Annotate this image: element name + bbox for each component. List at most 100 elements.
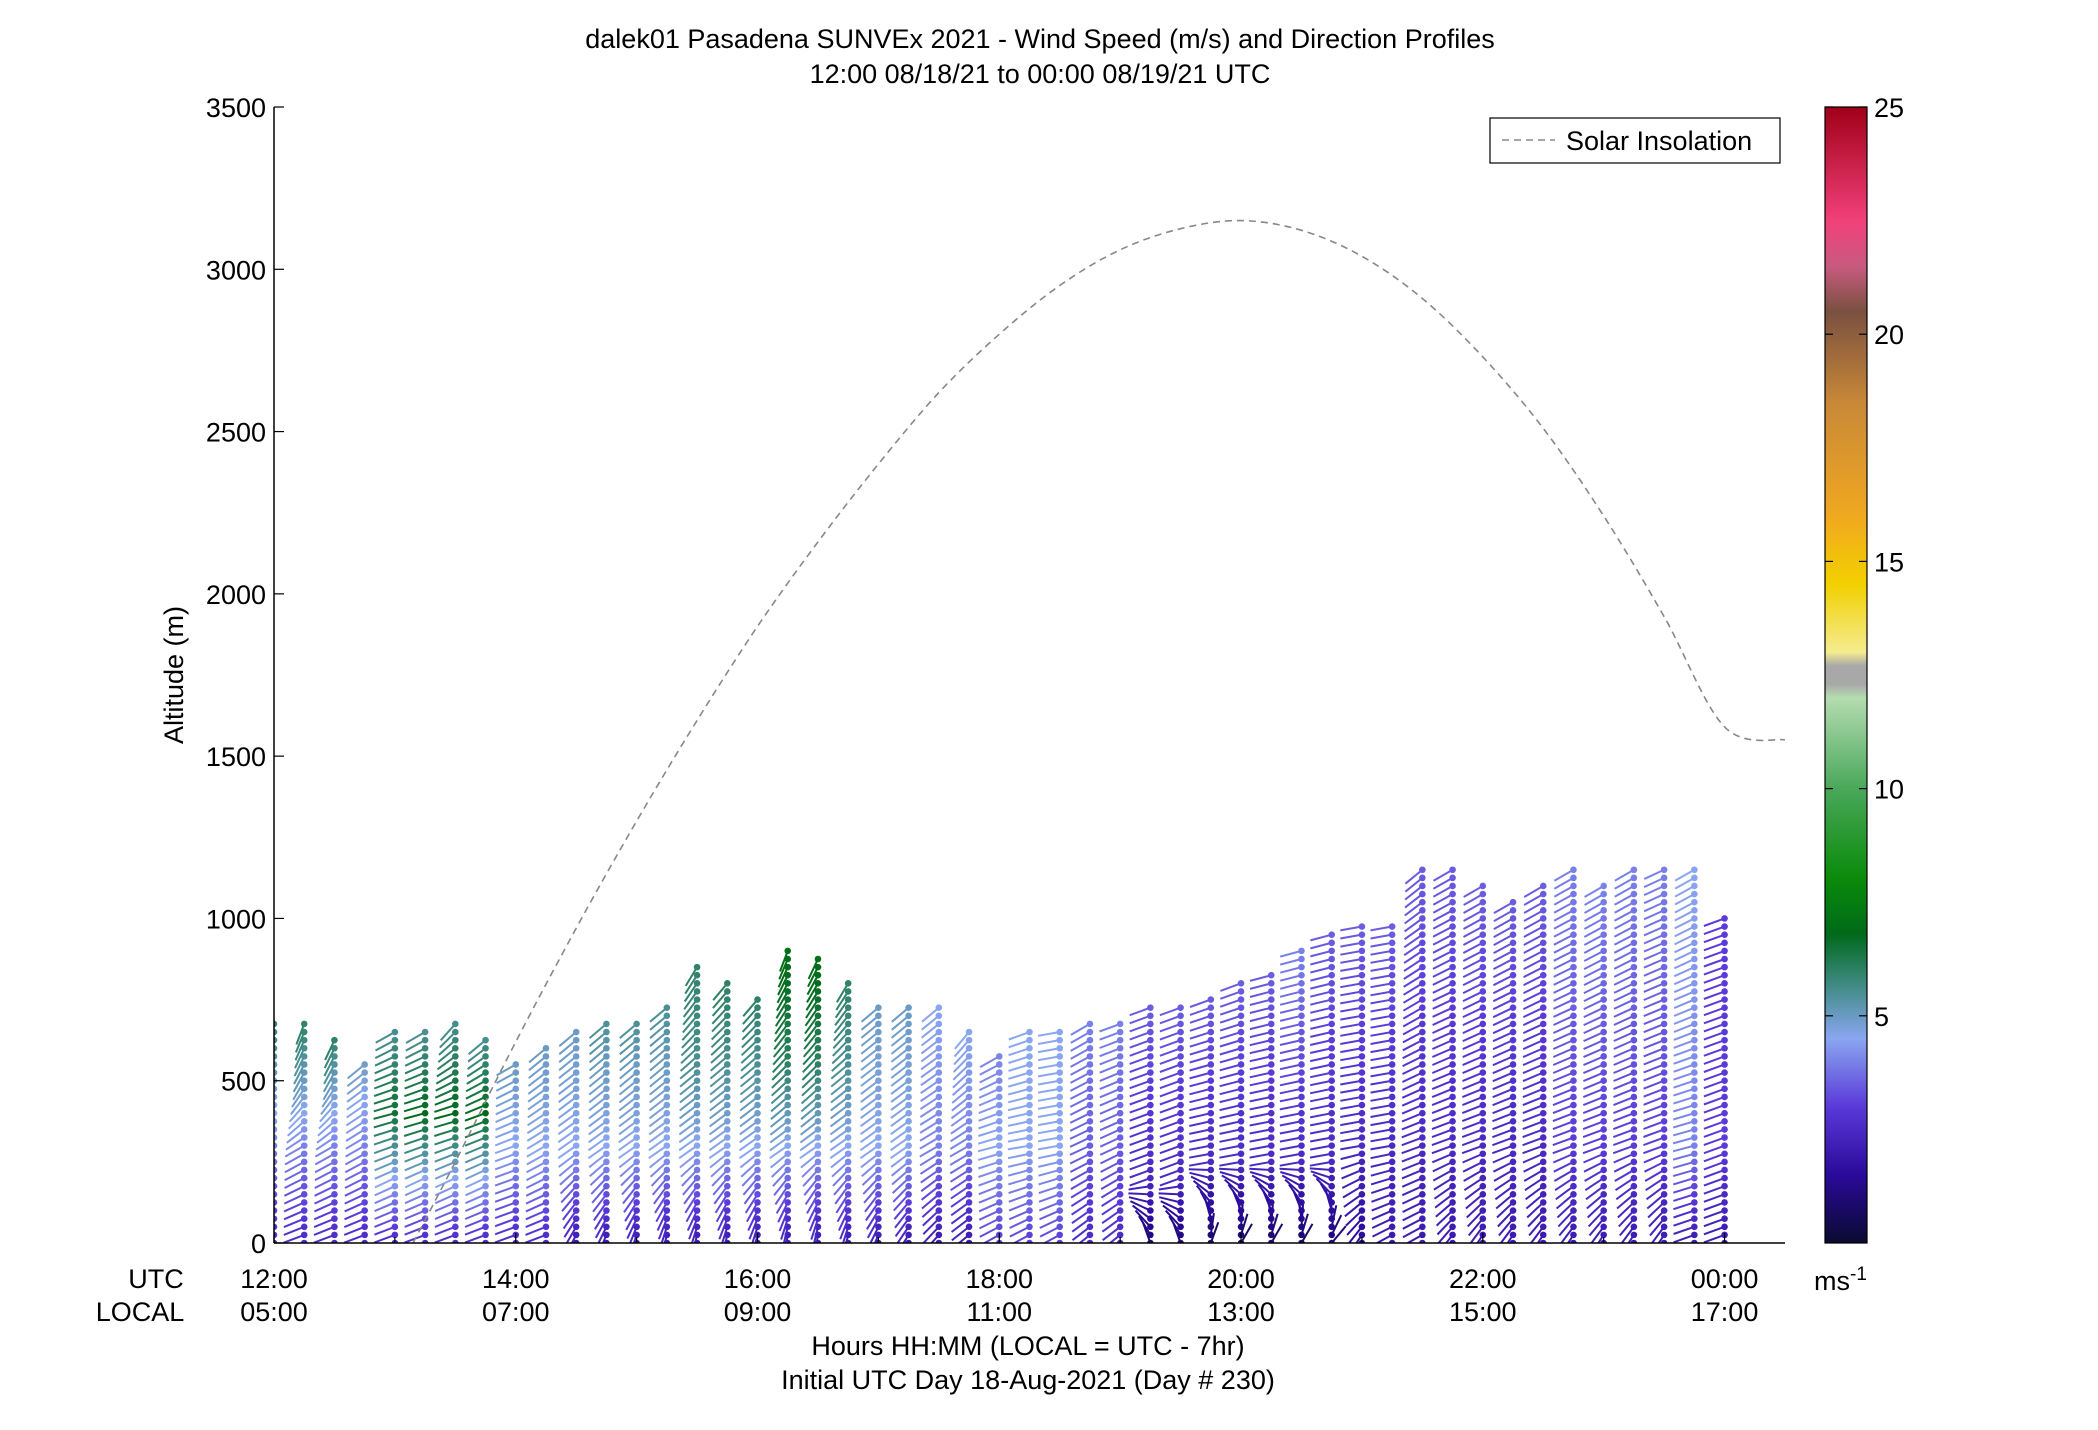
wind-point	[1298, 1109, 1305, 1117]
wind-vane	[434, 1233, 456, 1243]
wind-point	[603, 1028, 610, 1036]
wind-vane	[590, 1177, 608, 1195]
wind-vane	[799, 1120, 819, 1136]
wind-point	[1177, 1191, 1184, 1198]
wind-vane	[274, 1032, 275, 1035]
wind-vane	[284, 1144, 305, 1158]
wind-point	[452, 1134, 459, 1141]
wind-point	[1086, 1109, 1094, 1117]
wind-point	[995, 1109, 1003, 1117]
wind-point	[300, 1077, 308, 1085]
wind-point	[905, 1093, 912, 1101]
wind-vane	[684, 1193, 698, 1214]
wind-vane	[862, 1177, 880, 1195]
wind-point	[995, 1061, 1003, 1068]
wind-point	[814, 1069, 822, 1076]
wind-point	[1419, 1085, 1426, 1093]
wind-vane	[1499, 1226, 1514, 1243]
wind-vane	[1463, 925, 1484, 938]
wind-point	[1056, 1117, 1064, 1125]
wind-vane	[1279, 1079, 1302, 1087]
wind-vane	[1159, 1120, 1181, 1130]
wind-vane	[950, 1209, 970, 1225]
wind-vane	[1100, 1185, 1121, 1199]
wind-vane	[1462, 966, 1484, 978]
wind-point	[1419, 1142, 1426, 1149]
wind-vane	[1536, 1234, 1545, 1243]
wind-point	[1721, 1109, 1728, 1117]
wind-vane	[978, 1177, 1000, 1187]
wind-point	[724, 1174, 731, 1182]
x-ticks: 12:0005:0014:0007:0016:0009:0018:0011:00…	[240, 1233, 1758, 1327]
wind-point	[905, 1231, 912, 1239]
wind-point	[300, 1207, 308, 1214]
wind-point	[965, 1191, 973, 1198]
wind-point	[542, 1223, 550, 1231]
wind-vane	[712, 990, 729, 1009]
wind-vane	[863, 1185, 880, 1204]
wind-point	[1570, 907, 1577, 914]
wind-point	[1267, 1077, 1275, 1085]
wind-point	[1479, 947, 1487, 955]
wind-point	[482, 1239, 489, 1243]
wind-point	[1419, 1191, 1426, 1198]
wind-point	[300, 1150, 308, 1158]
wind-vane	[588, 1079, 608, 1096]
wind-point	[1449, 1166, 1456, 1174]
wind-vane	[1553, 974, 1574, 986]
wind-point	[512, 1215, 520, 1222]
wind-point	[1509, 1020, 1517, 1028]
wind-point	[1630, 1150, 1638, 1158]
wind-vane	[1522, 1039, 1544, 1051]
wind-vane	[1492, 1096, 1514, 1107]
wind-point	[1116, 1117, 1124, 1125]
wind-vane	[775, 1193, 789, 1214]
wind-profile	[1128, 1004, 1154, 1243]
wind-point	[1539, 1117, 1547, 1125]
wind-vane	[1523, 1169, 1544, 1182]
wind-point	[1237, 1191, 1245, 1198]
wind-vane	[1553, 868, 1574, 882]
wind-point	[1358, 980, 1366, 987]
wind-vane	[588, 1047, 608, 1064]
wind-point	[1419, 898, 1426, 906]
wind-point	[1056, 1223, 1064, 1231]
wind-vane	[1431, 1112, 1453, 1123]
wind-point	[300, 1093, 308, 1101]
wind-point	[724, 980, 731, 987]
wind-vane	[1586, 1193, 1605, 1210]
wind-vane	[294, 1047, 306, 1069]
wind-vane	[709, 1063, 728, 1080]
wind-point	[1630, 1012, 1638, 1020]
wind-vane	[1673, 998, 1695, 1010]
wind-vane	[1492, 1136, 1514, 1147]
wind-point	[1660, 1174, 1668, 1182]
wind-point	[1660, 1158, 1668, 1166]
wind-point	[603, 1158, 610, 1166]
wind-point	[784, 1142, 792, 1149]
wind-point	[724, 1077, 731, 1085]
wind-point	[1630, 1166, 1638, 1174]
wind-vane	[977, 1128, 1000, 1137]
wind-vane	[557, 1144, 577, 1160]
wind-point	[1298, 1199, 1305, 1206]
wind-point	[361, 1239, 368, 1243]
wind-vane	[1099, 1031, 1121, 1041]
wind-vane	[1129, 1177, 1151, 1187]
wind-vane	[1613, 1079, 1635, 1091]
wind-vane	[294, 1031, 306, 1053]
wind-point	[965, 1061, 973, 1068]
wind-vane	[1462, 1014, 1484, 1027]
wind-point	[1721, 1012, 1728, 1020]
wind-point	[1539, 1020, 1547, 1028]
wind-point	[663, 1069, 671, 1076]
wind-vane	[1099, 1104, 1121, 1115]
wind-vane	[1432, 966, 1454, 978]
wind-point	[391, 1126, 399, 1133]
wind-vane	[1101, 1217, 1121, 1233]
wind-point	[391, 1101, 399, 1109]
wind-profile	[1007, 1028, 1033, 1243]
wind-point	[331, 1223, 338, 1231]
wind-point	[1509, 1117, 1517, 1125]
